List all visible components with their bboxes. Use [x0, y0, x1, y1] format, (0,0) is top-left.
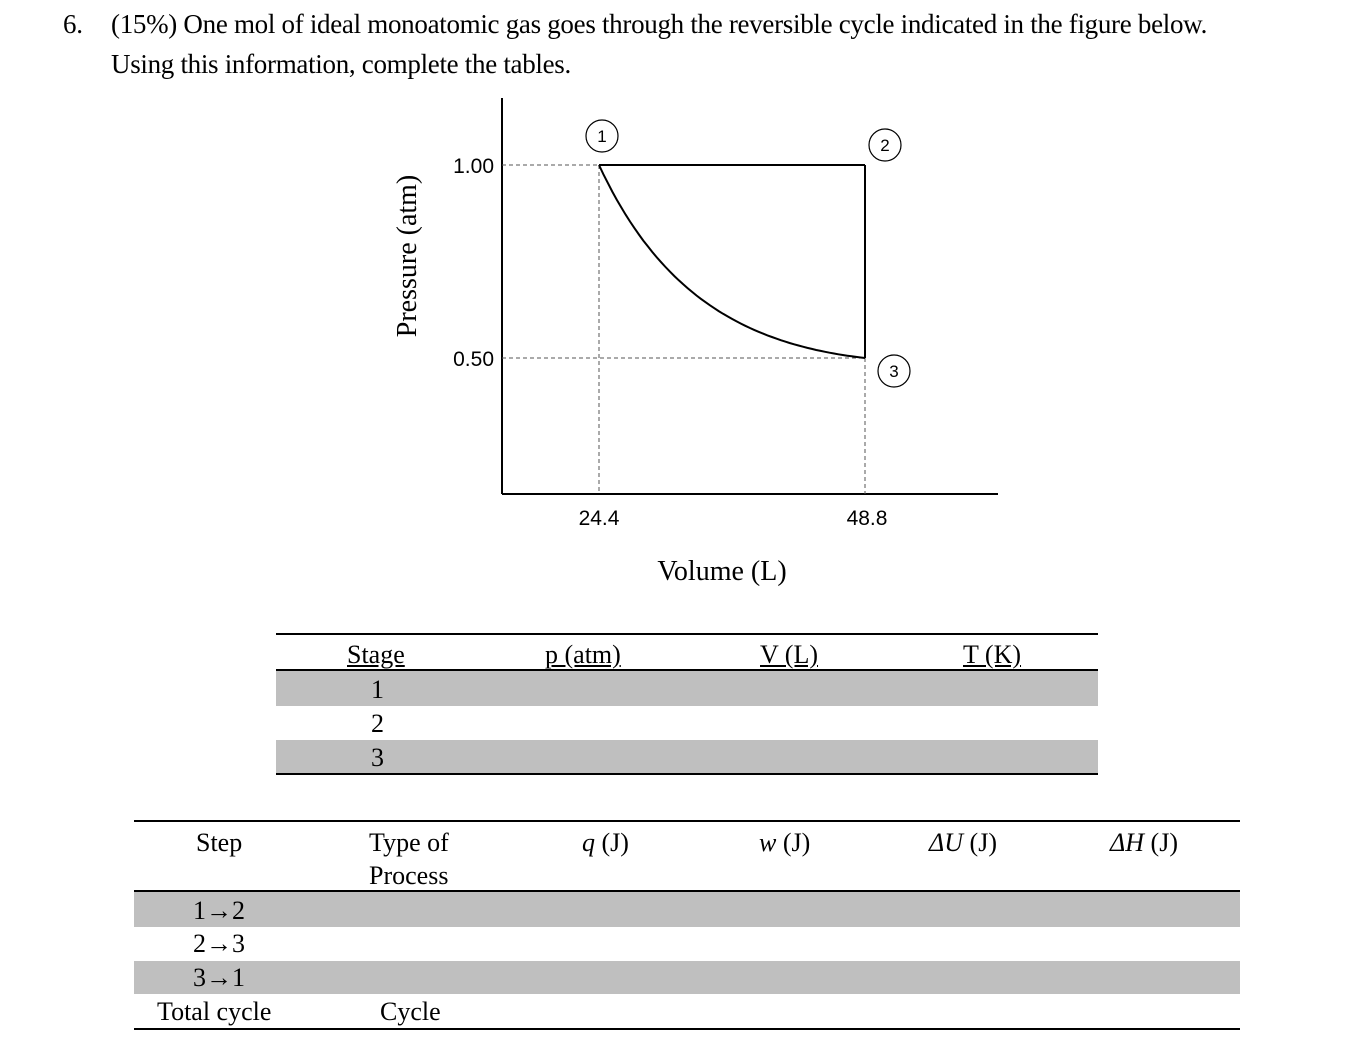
point-marker-2: 2 — [868, 128, 902, 162]
stage-row-3: 3 — [371, 743, 384, 772]
question-line-1: (15%) One mol of ideal monoatomic gas go… — [111, 9, 1208, 39]
header-stage: Stage — [347, 640, 405, 669]
header-type-line2: Process — [369, 861, 449, 890]
delta-h-unit: (J) — [1144, 828, 1178, 857]
point-marker-1: 1 — [585, 119, 619, 153]
heat-symbol: q — [582, 828, 595, 857]
delta-u-symbol: ΔU — [929, 828, 964, 857]
row-shade — [134, 961, 1240, 994]
question-line-2: Using this information, complete the tab… — [111, 49, 571, 79]
stage-row-1: 1 — [371, 675, 384, 704]
delta-u-unit: (J) — [963, 828, 997, 857]
work-symbol: w — [759, 828, 777, 857]
header-work: w (J) — [759, 828, 810, 858]
x-tick-label: 48.8 — [847, 507, 888, 530]
step-row-1: 1→2 — [193, 896, 245, 925]
header-pressure: p (atm) — [545, 640, 621, 669]
question-number: 6. — [63, 9, 83, 39]
header-type-line1: Type of — [369, 828, 449, 857]
work-unit: (J) — [776, 828, 811, 857]
header-temperature: T (K) — [963, 640, 1022, 669]
y-tick-label: 0.50 — [453, 348, 494, 371]
point-marker-3: 3 — [877, 354, 911, 388]
pv-diagram: 1.00 0.50 24.4 48.8 Volume (L) Pressure … — [392, 98, 998, 587]
point-label-1: 1 — [597, 127, 606, 146]
delta-h-symbol: ΔH — [1110, 828, 1145, 857]
type-row-total: Cycle — [380, 997, 441, 1026]
header-heat: q (J) — [582, 828, 629, 858]
header-volume: V (L) — [760, 640, 819, 669]
heat-unit: (J) — [595, 828, 629, 857]
row-shade — [276, 671, 1098, 706]
step-row-total: Total cycle — [157, 997, 272, 1026]
step-row-3: 3→1 — [193, 963, 245, 992]
table-rule — [276, 773, 1098, 775]
stage-row-2: 2 — [371, 709, 384, 738]
table-rule — [134, 1028, 1240, 1030]
y-axis-label: Pressure (atm) — [392, 175, 423, 338]
table-rule — [134, 890, 1240, 892]
header-step: Step — [196, 828, 243, 857]
point-label-2: 2 — [880, 136, 889, 155]
header-delta-h: ΔH (J) — [1110, 828, 1178, 858]
x-tick-label: 24.4 — [579, 507, 620, 530]
point-label-3: 3 — [889, 362, 898, 381]
header-delta-u: ΔU (J) — [929, 828, 997, 858]
x-axis-label: Volume (L) — [657, 556, 786, 587]
table-rule — [134, 820, 1240, 822]
table-rule — [276, 633, 1098, 635]
y-tick-label: 1.00 — [453, 155, 494, 178]
path-3-to-1 — [598, 164, 866, 359]
row-shade — [134, 892, 1240, 927]
row-shade — [276, 740, 1098, 773]
table-rule — [276, 669, 1098, 671]
step-row-2: 2→3 — [193, 929, 245, 958]
